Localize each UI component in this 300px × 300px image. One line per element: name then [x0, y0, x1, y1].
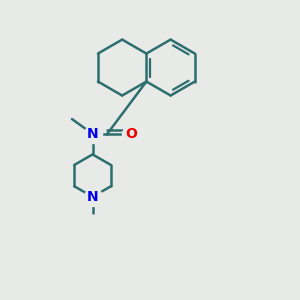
Text: N: N: [87, 190, 98, 204]
Text: O: O: [125, 127, 137, 141]
Text: N: N: [87, 127, 98, 141]
